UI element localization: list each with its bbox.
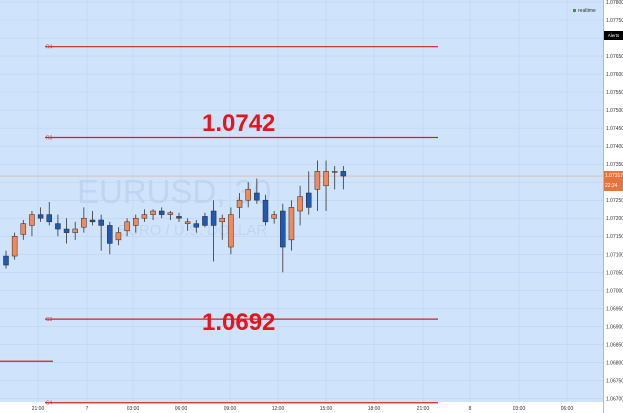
x-tick-label: 7	[86, 406, 89, 412]
candle-body	[81, 217, 87, 228]
countdown-tag: 22:24	[604, 181, 623, 192]
candle-body	[262, 199, 269, 223]
y-tick-label: 1.06800	[606, 360, 623, 366]
y-tick-label: 1.07600	[606, 72, 623, 78]
y-tick-label: 1.07400	[606, 144, 623, 150]
x-tick-label: 21:00	[417, 406, 430, 412]
y-tick-label: 1.07050	[606, 270, 623, 276]
y-tick-label: 1.07650	[606, 54, 623, 60]
grid	[0, 0, 603, 402]
candle-body	[340, 171, 347, 177]
last-price-tag: 1.07317	[604, 171, 623, 182]
x-tick-label: 15:00	[320, 406, 333, 412]
candle-body	[254, 192, 260, 201]
realtime-dot-icon	[573, 9, 576, 13]
level-label: S3	[46, 317, 52, 323]
candle-body	[202, 216, 208, 226]
candle-body	[124, 221, 130, 232]
x-tick-label: 03:00	[127, 406, 140, 412]
level-label: R4	[46, 45, 53, 51]
candle-body	[115, 232, 122, 241]
y-tick-label: 1.07500	[606, 108, 623, 114]
y-tick-label: 1.07350	[606, 162, 623, 168]
candle-body	[236, 199, 243, 208]
candle-body	[306, 192, 312, 208]
candle-body	[210, 210, 217, 226]
candle-body	[323, 171, 329, 187]
candles	[3, 160, 347, 273]
candle-body	[55, 223, 61, 230]
y-tick-label: 1.07250	[606, 198, 623, 204]
time-axis-background	[0, 402, 603, 413]
watermark-description: EURO / U.S. DOLLAR	[118, 222, 267, 239]
y-tick-label: 1.06950	[606, 306, 623, 312]
x-tick-label: 09:00	[224, 406, 237, 412]
r3-annotation: 1.0742	[202, 110, 275, 137]
y-tick-label: 1.07200	[606, 216, 623, 222]
candle-body	[98, 219, 104, 226]
time-axis: 21:00 7 03:00 06:00 09:00 12:00 15:00 18:00 21:0…	[32, 406, 574, 412]
y-tick-label: 1.06850	[606, 342, 623, 348]
y-tick-label: 1.06900	[606, 324, 623, 330]
level-label: S4	[46, 401, 52, 407]
candle-body	[314, 171, 321, 190]
price-axis-background	[603, 0, 623, 413]
realtime-indicator: realtime	[573, 8, 596, 14]
candle-body	[89, 219, 96, 223]
y-tick-label: 1.07100	[606, 252, 623, 258]
candle-body	[37, 214, 44, 219]
x-tick-label: 18:00	[368, 406, 381, 412]
candle-body	[20, 223, 27, 235]
candle-body	[141, 214, 148, 219]
y-tick-label: 1.07450	[606, 126, 623, 132]
alerts-button[interactable]: Alerts	[604, 31, 623, 40]
x-tick-label: 06:00	[561, 406, 574, 412]
candle-body	[11, 235, 18, 257]
x-tick-label: 06:00	[175, 406, 188, 412]
realtime-label: realtime	[578, 8, 596, 14]
y-tick-label: 1.07800	[606, 0, 623, 6]
candle-body	[46, 214, 52, 223]
x-tick-label: 8	[469, 406, 472, 412]
candle-body	[3, 255, 9, 266]
y-tick-label: 1.07750	[606, 18, 623, 24]
candle-body	[280, 210, 286, 248]
candle-body	[271, 214, 277, 219]
y-tick-label: 1.07550	[606, 90, 623, 96]
x-tick-label: 12:00	[272, 406, 285, 412]
candle-body	[184, 221, 191, 224]
candle-body	[72, 228, 78, 233]
candle-body	[29, 214, 35, 226]
candle-body	[288, 207, 295, 241]
y-tick-label: 1.07000	[606, 288, 623, 294]
candle-body	[133, 217, 139, 226]
x-tick-label: 03:00	[513, 406, 526, 412]
level-label: R3	[46, 135, 53, 141]
candle-body	[167, 212, 174, 215]
y-tick-label: 1.06700	[606, 396, 623, 402]
pivot-levels: R4 R3 S3 S4	[0, 45, 438, 407]
y-tick-label: 1.07150	[606, 234, 623, 240]
candle-body	[219, 217, 225, 223]
candle-body	[107, 225, 113, 244]
s3-annotation: 1.0692	[202, 309, 275, 336]
candle-body	[63, 228, 70, 233]
x-tick-label: 21:00	[32, 406, 45, 412]
y-tick-label: 1.06750	[606, 378, 623, 384]
candle-body	[158, 210, 165, 215]
candle-body	[193, 223, 200, 228]
candle-body	[228, 214, 234, 248]
candle-body	[150, 210, 156, 215]
price-axis: 1.078001.077501.077001.076501.076001.075…	[606, 0, 623, 402]
candle-body	[176, 216, 182, 219]
candle-body	[297, 196, 303, 212]
candle-body	[245, 189, 251, 201]
candle-body	[331, 171, 338, 173]
